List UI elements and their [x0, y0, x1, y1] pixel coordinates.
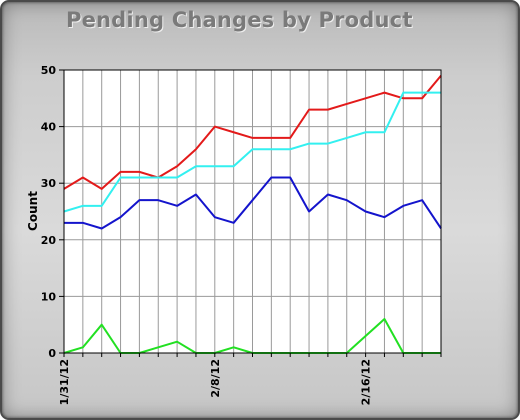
- chart-title: Pending Changes by Product: [66, 8, 413, 32]
- y-tick-label: 50: [41, 64, 57, 77]
- x-tick-label: 2/8/12: [209, 359, 222, 398]
- y-tick-label: 30: [41, 177, 57, 190]
- series-line: [64, 176, 442, 230]
- grid-lines: [64, 70, 441, 353]
- y-tick-label: 0: [48, 347, 56, 360]
- axes: [59, 69, 442, 357]
- y-tick-label: 40: [41, 121, 57, 134]
- x-tick-label: 1/31/12: [58, 359, 71, 405]
- y-axis-label: Count: [26, 191, 40, 231]
- series-line: [63, 91, 441, 213]
- axis-labels: 0 10 20 30 40 50 1/31/12 2/8/12 2/16/12: [41, 64, 373, 405]
- y-tick-label: 20: [41, 234, 57, 247]
- x-tick-label: 2/16/12: [360, 359, 373, 405]
- y-tick-label: 10: [41, 290, 57, 303]
- series-line: [63, 75, 442, 190]
